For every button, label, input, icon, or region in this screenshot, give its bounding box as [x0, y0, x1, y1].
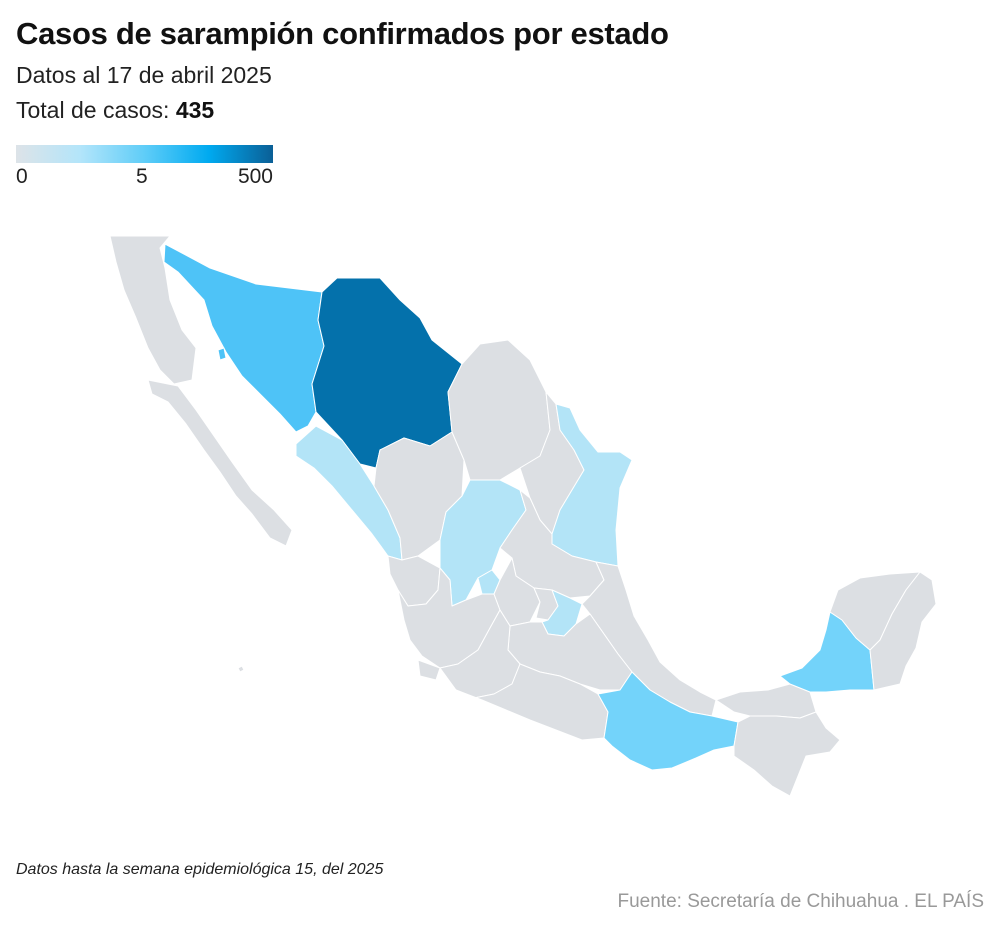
- state-tabasco: [715, 683, 817, 719]
- date-subtitle: Datos al 17 de abril 2025: [16, 62, 272, 88]
- state-sonora-island: [217, 347, 227, 361]
- legend-tick-0: 0: [16, 165, 28, 188]
- footnote: Datos hasta la semana epidemiológica 15,…: [16, 861, 384, 878]
- state-oaxaca: [597, 671, 739, 771]
- state-quintana-roo: [869, 571, 937, 691]
- state-baja-california: [109, 235, 197, 385]
- state-chiapas: [733, 711, 841, 797]
- source-credit: Fuente: Secretaría de Chihuahua . EL PAÍ…: [617, 891, 984, 912]
- color-legend: 0 5 500: [16, 145, 273, 189]
- legend-tick-500: 500: [237, 165, 273, 188]
- mexico-choropleth-map: [109, 235, 937, 797]
- legend-tick-5: 5: [136, 165, 148, 188]
- state-guanajuato: [493, 557, 541, 627]
- page-title: Casos de sarampión confirmados por estad…: [16, 16, 669, 51]
- total-cases-label: Total de casos:: [16, 97, 170, 123]
- state-baja-california-sur: [147, 379, 293, 547]
- island-isla-maria: [237, 665, 245, 673]
- total-cases-value: 435: [175, 97, 215, 123]
- state-colima: [417, 659, 441, 681]
- legend-gradient-bar: [16, 145, 273, 163]
- state-san-luis-potosi: [499, 489, 605, 599]
- total-cases: Total de casos: 435: [16, 97, 214, 124]
